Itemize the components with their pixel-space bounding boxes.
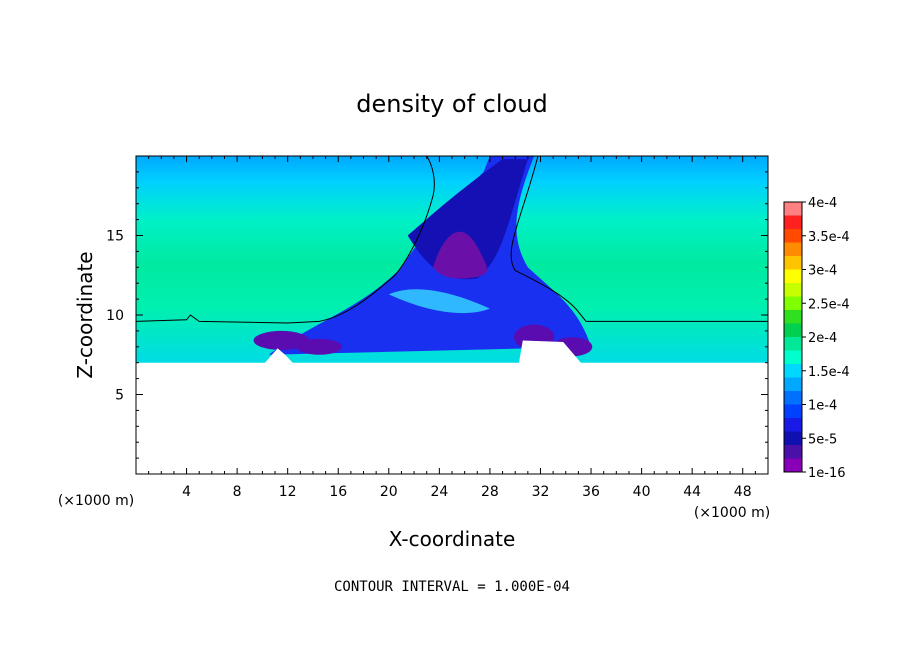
base-blotch-0 (253, 330, 310, 350)
colorbar-tick-label: 4e-4 (808, 196, 837, 211)
colorbar-swatch (784, 377, 802, 392)
colorbar-tick-label: 1e-4 (808, 399, 837, 414)
z-unit-label: (×1000 m) (58, 493, 134, 509)
plume-purple-core (433, 231, 488, 279)
y-tick-label: 10 (106, 308, 124, 324)
cloud-free-region (136, 340, 768, 474)
colorbar-swatch (784, 445, 802, 459)
colorbar-swatch (784, 269, 802, 284)
colorbar-swatch (784, 202, 802, 216)
x-tick-label: 4 (182, 484, 191, 500)
colorbar-swatch (784, 215, 802, 230)
x-axis-label: X-coordinate (389, 527, 516, 551)
colorbar-swatch (784, 350, 802, 365)
y-tick-label: 5 (115, 388, 124, 404)
x-tick-label: 36 (582, 484, 600, 500)
x-tick-label: 40 (633, 484, 651, 500)
colorbar-tick-label: 5e-5 (808, 432, 837, 447)
colorbar-tick-label: 1.5e-4 (808, 365, 850, 380)
colorbar-labels: 4e-4 3.5e-4 3e-4 2.5e-4 2e-4 1.5e-4 1e-4 5e-5 1e… (802, 196, 850, 481)
colorbar-swatch (784, 283, 802, 297)
colorbar-tick-label: 1e-16 (808, 466, 846, 481)
colorbar-tick-label: 2.5e-4 (808, 297, 850, 312)
colorbar-tick-label: 3e-4 (808, 264, 837, 279)
colorbar-swatch (784, 364, 802, 378)
x-unit-label: (×1000 m) (694, 505, 770, 521)
colorbar-swatch (784, 431, 802, 446)
y-axis-label: Z-coordinate (73, 251, 97, 378)
contour-interval-note: CONTOUR INTERVAL = 1.000E-04 (334, 579, 570, 595)
colorbar-tick-label: 2e-4 (808, 331, 837, 346)
x-tick-label: 44 (683, 484, 701, 500)
colorbar-swatch (784, 229, 802, 243)
x-tick-label: 12 (279, 484, 297, 500)
colorbar-tick-label: 3.5e-4 (808, 230, 850, 245)
colorbar-swatch (784, 256, 802, 270)
colorbar-swatch (784, 323, 802, 338)
contour-line-right (510, 156, 768, 322)
x-tick-label: 24 (430, 484, 448, 500)
colorbar-swatch (784, 404, 802, 419)
y-axis-ticks: 5 10 15 (106, 171, 768, 459)
colorbar-swatch (784, 458, 802, 473)
chart-title: density of cloud (356, 90, 547, 118)
colorbar-swatch (784, 310, 802, 324)
density-field (136, 156, 768, 474)
x-tick-label: 32 (532, 484, 550, 500)
x-axis-ticks: 4 8 12 16 20 24 28 32 36 40 44 48 (148, 156, 756, 500)
x-tick-label: 20 (380, 484, 398, 500)
base-blotch-1 (296, 338, 343, 355)
colorbar (783, 201, 803, 473)
x-tick-label: 28 (481, 484, 499, 500)
contour-line-lower (136, 156, 435, 324)
colorbar-swatch (784, 242, 802, 257)
colorbar-swatch (784, 337, 802, 351)
x-tick-label: 16 (329, 484, 347, 500)
colorbar-swatch (784, 391, 802, 405)
plume-core (407, 159, 528, 280)
x-tick-label: 8 (233, 484, 242, 500)
y-tick-label: 15 (106, 229, 124, 245)
plume-light-pocket (388, 289, 490, 314)
colorbar-swatch (784, 418, 802, 432)
x-tick-label: 48 (734, 484, 752, 500)
colorbar-swatch (784, 296, 802, 311)
